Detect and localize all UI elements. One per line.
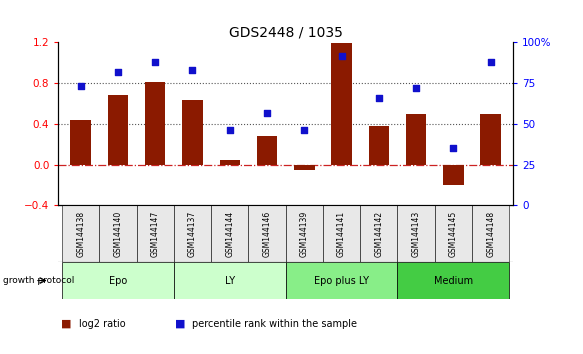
- Point: [262, 110, 272, 115]
- Bar: [71, 120, 91, 165]
- Bar: [323, 205, 360, 262]
- Bar: [286, 205, 323, 262]
- Bar: [62, 205, 99, 262]
- Bar: [62, 262, 174, 299]
- Bar: [406, 114, 426, 165]
- Bar: [145, 82, 166, 165]
- Bar: [294, 165, 315, 170]
- Title: GDS2448 / 1035: GDS2448 / 1035: [229, 26, 343, 40]
- Bar: [174, 205, 211, 262]
- Bar: [398, 262, 510, 299]
- Bar: [398, 205, 435, 262]
- Bar: [472, 205, 510, 262]
- Text: Medium: Medium: [434, 275, 473, 286]
- Bar: [108, 96, 128, 165]
- Text: GSM144138: GSM144138: [76, 211, 85, 257]
- Point: [188, 67, 197, 73]
- Text: LY: LY: [224, 275, 235, 286]
- Text: Epo plus LY: Epo plus LY: [314, 275, 369, 286]
- Bar: [286, 262, 398, 299]
- Text: growth protocol: growth protocol: [3, 276, 74, 285]
- Point: [337, 53, 346, 58]
- Bar: [480, 114, 501, 165]
- Text: GSM144147: GSM144147: [151, 211, 160, 257]
- Point: [76, 84, 85, 89]
- Bar: [220, 160, 240, 165]
- Bar: [248, 205, 286, 262]
- Text: GSM144148: GSM144148: [486, 211, 495, 257]
- Bar: [99, 205, 136, 262]
- Text: log2 ratio: log2 ratio: [79, 319, 125, 329]
- Bar: [331, 44, 352, 165]
- Text: GSM144141: GSM144141: [337, 211, 346, 257]
- Text: GSM144142: GSM144142: [374, 211, 384, 257]
- Bar: [360, 205, 398, 262]
- Text: ■: ■: [61, 319, 72, 329]
- Point: [449, 145, 458, 151]
- Text: percentile rank within the sample: percentile rank within the sample: [192, 319, 357, 329]
- Text: GSM144146: GSM144146: [262, 211, 272, 257]
- Bar: [435, 205, 472, 262]
- Text: GSM144139: GSM144139: [300, 211, 309, 257]
- Point: [225, 127, 234, 133]
- Bar: [257, 136, 278, 165]
- Bar: [182, 101, 203, 165]
- Text: GSM144145: GSM144145: [449, 211, 458, 257]
- Bar: [136, 205, 174, 262]
- Bar: [443, 165, 463, 185]
- Text: GSM144144: GSM144144: [225, 211, 234, 257]
- Bar: [174, 262, 286, 299]
- Point: [374, 95, 384, 101]
- Text: GSM144140: GSM144140: [114, 211, 122, 257]
- Bar: [211, 205, 248, 262]
- Point: [486, 59, 496, 65]
- Text: ■: ■: [175, 319, 185, 329]
- Point: [412, 85, 421, 91]
- Text: GSM144137: GSM144137: [188, 211, 197, 257]
- Point: [300, 127, 309, 133]
- Text: Epo: Epo: [109, 275, 127, 286]
- Point: [150, 59, 160, 65]
- Text: GSM144143: GSM144143: [412, 211, 420, 257]
- Bar: [368, 126, 389, 165]
- Point: [113, 69, 122, 75]
